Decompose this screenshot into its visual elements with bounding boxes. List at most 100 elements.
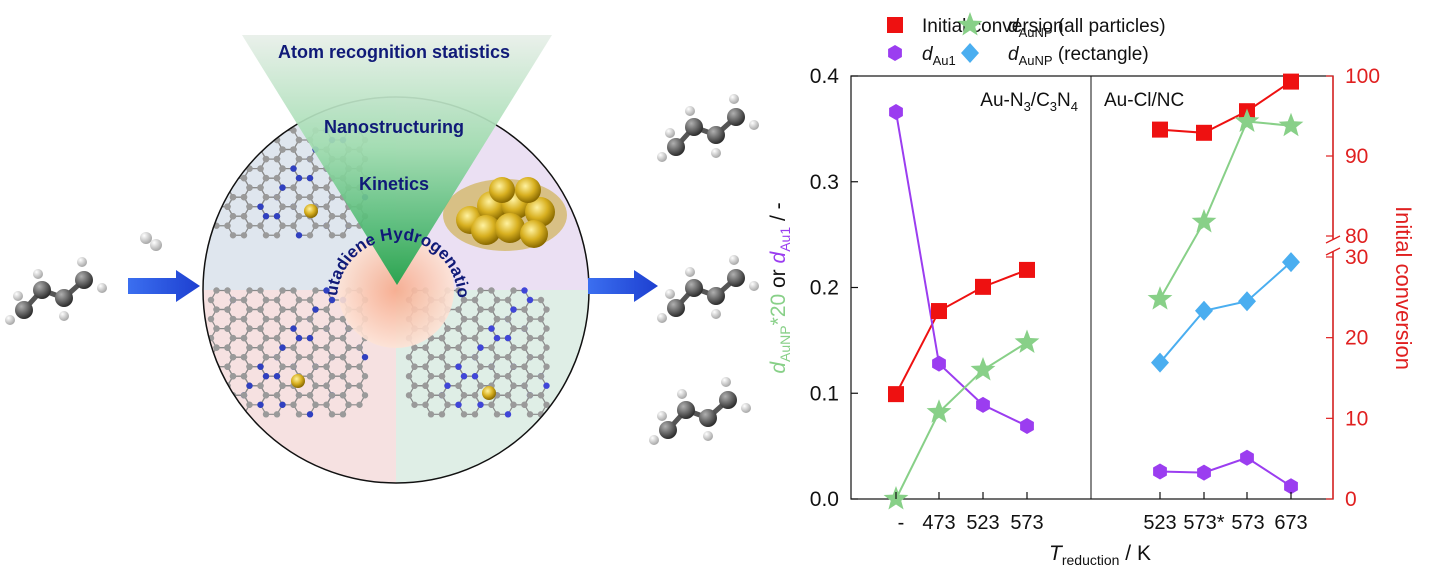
marker-d-aunp-rect — [1151, 352, 1169, 373]
lattice-atom — [273, 353, 281, 361]
lattice-atom — [257, 165, 264, 172]
lattice-atom — [213, 306, 220, 313]
lattice-atom — [295, 193, 303, 201]
lattice-atom — [493, 373, 501, 380]
lattice-atom — [526, 353, 534, 361]
lattice-atom — [455, 325, 462, 332]
hydrogen-atom — [657, 411, 667, 421]
carbon-atom — [55, 289, 73, 307]
series-line-conv — [895, 268, 1028, 395]
lattice-atom — [229, 193, 237, 201]
gold-nanoparticle-icon — [443, 177, 567, 251]
lattice-atom — [229, 174, 237, 182]
lattice-atom — [240, 392, 248, 399]
lattice-atom — [257, 325, 264, 332]
lattice-atom — [246, 344, 253, 351]
hydrogen-atom — [13, 291, 23, 301]
lattice-atom — [240, 193, 248, 201]
lattice-atom — [312, 165, 319, 172]
lattice-atom — [295, 315, 303, 323]
lattice-atom — [213, 203, 220, 210]
funnel-cone — [242, 35, 552, 285]
hydrogen-molecule-icon — [150, 239, 162, 251]
y-right-tick-label: 30 — [1345, 246, 1368, 269]
lattice-atom — [361, 353, 369, 361]
lattice-atom — [240, 296, 248, 304]
lattice-atom — [262, 155, 270, 163]
lattice-atom — [207, 136, 215, 144]
lattice-atom — [306, 392, 314, 399]
lattice-atom — [537, 315, 545, 323]
lattice-atom — [213, 165, 220, 172]
marker-d-aunp-all — [970, 357, 996, 381]
lattice-atom — [224, 146, 231, 153]
lattice-atom — [240, 174, 248, 182]
au-single-atom-icon — [291, 374, 305, 388]
lattice-atom — [427, 411, 435, 418]
lattice-atom — [460, 334, 468, 342]
lattice-atom — [273, 315, 281, 323]
hydrogen-atom — [77, 257, 87, 267]
lattice-atom — [510, 306, 517, 313]
lattice-atom — [224, 203, 231, 210]
marker-d-aunp-all — [1191, 208, 1217, 233]
lattice-atom — [510, 363, 517, 370]
lattice-atom — [471, 373, 479, 380]
carbon-atom — [677, 401, 695, 419]
series-line-dAuNP_all — [895, 341, 1028, 500]
marker-initial-conversion — [975, 278, 991, 295]
marker-d-au1 — [1197, 464, 1211, 481]
hydrogen-atom — [711, 309, 721, 319]
cone-label-3: Kinetics — [359, 174, 429, 194]
x-tick-label: 573 — [1010, 512, 1043, 534]
lattice-atom — [213, 203, 220, 210]
lattice-atom — [543, 325, 550, 332]
lattice-atom — [345, 325, 352, 332]
lattice-atom — [477, 401, 484, 408]
lattice-atom — [427, 373, 435, 380]
lattice-atom — [279, 165, 286, 172]
lattice-atom — [246, 184, 253, 191]
lattice-atom — [471, 411, 479, 418]
lattice-atom — [224, 344, 231, 351]
marker-initial-conversion — [1152, 121, 1168, 138]
marker-d-au1 — [1284, 478, 1298, 495]
legend-entry: Initial conversion — [922, 16, 1064, 37]
lattice-atom — [438, 373, 446, 380]
lattice-atom — [207, 373, 215, 380]
cone-label-1: Atom recognition statistics — [278, 42, 510, 62]
marker-d-aunp-rect — [1238, 291, 1256, 312]
lattice-atom — [262, 296, 270, 304]
lattice-atom — [328, 411, 336, 418]
lattice-ring — [210, 129, 234, 151]
lattice-atom — [444, 382, 451, 389]
lattice-atom — [257, 203, 264, 210]
marker-d-aunp-all — [957, 12, 983, 36]
process-arrow-left — [128, 270, 200, 302]
lattice-atom — [328, 232, 336, 239]
lattice-atom — [290, 127, 297, 134]
lattice-atom — [306, 232, 314, 239]
lattice-atom — [356, 382, 363, 389]
lattice-atom — [471, 315, 479, 323]
lattice-atom — [290, 363, 297, 370]
lattice-atom — [339, 213, 347, 220]
lattice-atom — [290, 306, 297, 313]
lattice-atom — [328, 315, 336, 323]
marker-d-au1 — [889, 104, 903, 120]
lattice-atom — [207, 315, 215, 323]
axis-break-mark — [1325, 247, 1341, 256]
lattice-atom — [504, 353, 512, 361]
lattice-atom — [306, 373, 314, 380]
lattice-atom — [328, 296, 336, 304]
marker-initial-conversion — [888, 386, 904, 403]
lattice-atom — [279, 401, 286, 408]
lattice-atom — [213, 382, 220, 389]
lattice-atom — [510, 325, 517, 332]
lattice-atom — [224, 325, 231, 332]
lattice-atom — [328, 213, 336, 220]
lattice-atom — [229, 174, 237, 182]
lattice-atom — [323, 382, 330, 389]
